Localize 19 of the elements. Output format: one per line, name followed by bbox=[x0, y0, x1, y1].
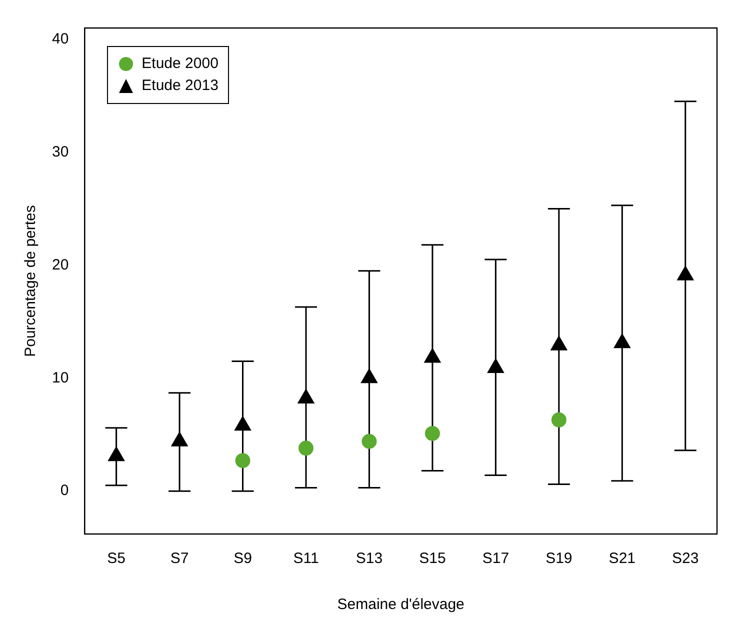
x-tick-label: S15 bbox=[419, 550, 446, 568]
y-tick-label: 0 bbox=[60, 482, 69, 500]
x-tick-label: S13 bbox=[356, 550, 383, 568]
x-tick-label: S11 bbox=[293, 550, 319, 568]
x-tick-label: S19 bbox=[546, 550, 572, 568]
y-tick-label: 30 bbox=[52, 143, 69, 160]
x-tick-label: S21 bbox=[608, 550, 636, 568]
x-tick-label: S23 bbox=[672, 550, 699, 568]
y-tick-label: 10 bbox=[52, 369, 69, 386]
legend-label: Etude 2013 bbox=[142, 76, 218, 96]
x-tick-label: S5 bbox=[107, 550, 126, 568]
x-axis-title: Semaine d'élevage bbox=[337, 596, 464, 614]
y-tick-label: 20 bbox=[52, 256, 69, 274]
x-tick-label: S7 bbox=[170, 550, 189, 568]
legend-label: Etude 2000 bbox=[142, 54, 218, 74]
y-tick-label: 40 bbox=[52, 30, 69, 48]
y-axis-title: Pourcentage de pertes bbox=[22, 205, 40, 357]
x-tick-label: S9 bbox=[234, 550, 252, 568]
x-tick-label: S17 bbox=[482, 550, 510, 568]
